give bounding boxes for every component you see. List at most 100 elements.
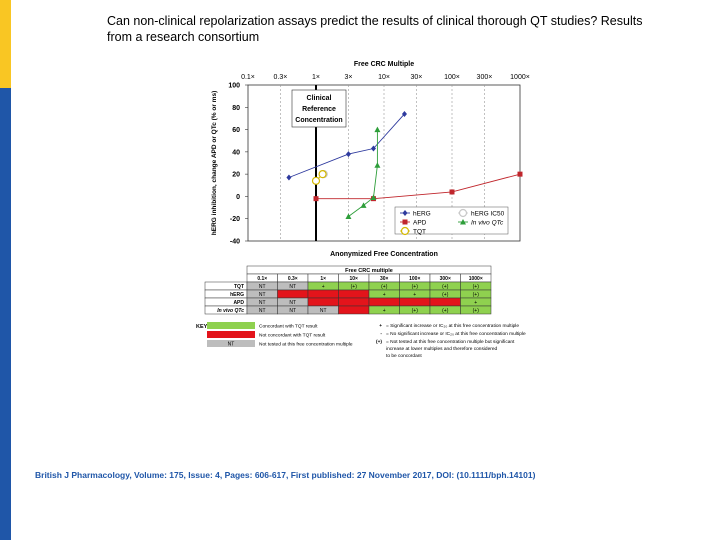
- table-cell: [338, 289, 370, 299]
- table-cell-value: NT: [289, 308, 296, 314]
- y-tick-label: 40: [232, 149, 240, 156]
- table-column-header: 10×: [350, 276, 359, 282]
- table-cell-value: +: [383, 292, 386, 298]
- series-herg-point: [401, 110, 407, 117]
- x-axis-label: Anonymized Free Concentration: [330, 251, 438, 258]
- annotation-box: [291, 89, 347, 128]
- key-swatch: [207, 322, 255, 329]
- series-herg-point: [345, 151, 351, 158]
- key-swatch: [207, 331, 255, 338]
- key-swatch: [207, 340, 255, 347]
- series-apd-line: [316, 173, 521, 200]
- table-cell: [460, 305, 492, 315]
- x-tick-label: 30×: [411, 74, 423, 81]
- x-tick-label: 10×: [378, 74, 390, 81]
- table-cell-value: (+): [412, 308, 419, 314]
- table-row-label: APD: [233, 300, 244, 306]
- table-row-label: TQT: [234, 284, 244, 290]
- table-cell: [368, 297, 400, 307]
- accent-bar-blue: [0, 88, 11, 540]
- table-cell: [399, 297, 431, 307]
- table-row-label: hERG: [230, 292, 244, 298]
- series-in-vivo-qtc-point: [345, 213, 352, 219]
- series-herg-line: [288, 113, 405, 178]
- x-tick-label: 1000×: [510, 74, 530, 81]
- table-cell-value: +: [322, 284, 325, 290]
- table-cell-value: +: [383, 308, 386, 314]
- table-cell: [338, 305, 370, 315]
- table-cell-value: (+): [473, 308, 480, 314]
- key-note-text: = Significant increase or IC₂₀ at this f…: [386, 323, 519, 329]
- accent-bar-yellow: [0, 0, 11, 88]
- y-tick-label: 0: [236, 194, 240, 201]
- chart-title: Free CRC Multiple: [354, 61, 414, 68]
- y-tick-label: 20: [232, 172, 240, 179]
- key-item-text: Not concordant with TQT result: [259, 333, 326, 339]
- table-cell: [307, 297, 339, 307]
- y-tick-label: 100: [228, 83, 240, 90]
- table-cell-value: NT: [259, 308, 266, 314]
- key-item-text: Concordant with TQT result: [259, 324, 318, 330]
- annotation-text: Reference: [302, 106, 336, 113]
- key-note-text: = No significant increase or IC₂₀ at thi…: [386, 331, 526, 337]
- legend-label: hERG: [413, 211, 431, 218]
- legend-marker: [458, 208, 468, 218]
- table-cell-value: NT: [289, 300, 296, 306]
- y-tick-label: -20: [230, 216, 240, 223]
- annotation-text: Concentration: [295, 117, 342, 124]
- legend-marker: [402, 210, 408, 216]
- table-cell-value: (+): [412, 284, 419, 290]
- series-apd-point: [517, 171, 523, 177]
- key-note-symbol: -: [380, 332, 382, 337]
- table-cell-value: +: [413, 292, 416, 298]
- x-tick-label: 0.1×: [241, 74, 255, 81]
- table-cell-value: (+): [381, 284, 388, 290]
- table-column-header: 1000×: [469, 276, 483, 282]
- series-apd-point: [313, 196, 319, 202]
- citation: British J Pharmacology, Volume: 175, Iss…: [35, 470, 536, 480]
- legend-label: hERG IC50: [471, 211, 505, 218]
- series-tqt-point: [311, 176, 321, 185]
- table-title: Free CRC multiple: [345, 268, 393, 274]
- key-note-text: to be concordant: [386, 353, 422, 359]
- legend-label: In vivo QTc: [471, 220, 504, 227]
- table-cell-value: NT: [259, 300, 266, 306]
- series-in-vivo-qtc-point: [370, 194, 377, 201]
- key-item-text: Not tested at this free concentration mu…: [259, 342, 353, 348]
- table-cell-value: (+): [351, 284, 358, 290]
- key-label: KEY: [196, 324, 208, 330]
- table-column-header: 1×: [320, 276, 326, 282]
- table-column-header: 0.1×: [257, 276, 267, 282]
- legend-label: APD: [413, 220, 427, 227]
- series-in-vivo-qtc-point: [374, 162, 381, 168]
- table-cell-value: (+): [442, 292, 449, 298]
- y-tick-label: 60: [232, 127, 240, 134]
- legend-box: [394, 206, 509, 235]
- key-swatch-text: NT: [228, 342, 235, 348]
- table-cell-value: NT: [320, 308, 327, 314]
- table-cell-value: NT: [289, 284, 296, 290]
- legend-label: TQT: [413, 229, 426, 236]
- table-cell-value: (+): [473, 284, 480, 290]
- legend-marker: [400, 226, 410, 236]
- table-column-header: 100×: [409, 276, 420, 282]
- key-note-symbol: +: [379, 324, 382, 329]
- annotation-text: Clinical: [307, 95, 332, 102]
- legend-marker: [460, 219, 466, 225]
- y-tick-label: 80: [232, 105, 240, 112]
- legend-marker: [402, 219, 408, 225]
- key-note-text: = Not tested at this free concentration …: [386, 339, 515, 345]
- table-cell: [338, 297, 370, 307]
- table-cell-value: (+): [442, 284, 449, 290]
- key-note-symbol: (+): [376, 339, 382, 345]
- table-column-header: 30×: [380, 276, 389, 282]
- table-cell-value: (+): [442, 308, 449, 314]
- table-cell: [277, 289, 309, 299]
- y-axis-label: hERG inhibition, change APD or QTc (% or…: [211, 91, 218, 235]
- x-tick-label: 300×: [477, 74, 493, 81]
- series-in-vivo-qtc-point: [374, 126, 381, 133]
- table-cell: [429, 297, 461, 307]
- table-cell-value: NT: [259, 284, 266, 290]
- x-tick-label: 100×: [444, 74, 460, 81]
